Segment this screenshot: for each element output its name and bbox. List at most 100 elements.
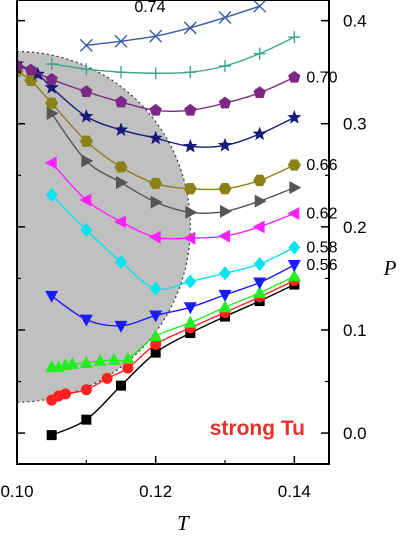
y-tick-label: 0.2 <box>343 218 367 237</box>
data-point <box>288 31 301 44</box>
series-0.62 <box>44 156 300 245</box>
data-point <box>45 187 58 202</box>
data-point <box>44 156 57 170</box>
series-label-0.74: 0.74 <box>134 0 165 16</box>
data-point <box>114 320 128 333</box>
data-point <box>46 430 57 441</box>
data-point <box>60 388 72 400</box>
data-point <box>44 80 59 94</box>
data-point <box>121 351 135 364</box>
data-point <box>65 356 79 369</box>
data-point <box>287 159 301 171</box>
data-point <box>254 194 267 208</box>
series-layer <box>17 0 302 441</box>
data-point <box>253 256 266 271</box>
data-point <box>114 34 128 48</box>
data-point <box>218 229 230 243</box>
y-tick-label: 0.4 <box>343 12 367 31</box>
series-line <box>86 5 260 47</box>
data-point <box>45 72 58 85</box>
data-point <box>101 372 113 384</box>
data-point <box>113 122 129 136</box>
series-0.66 <box>17 65 301 195</box>
data-point <box>24 63 38 76</box>
x-tick-label: 0.12 <box>139 482 172 501</box>
x-axis-title: T <box>177 511 190 535</box>
ticks-layer: 0.10 0.12 0.14 0.0 0.1 0.2 0.3 0.4 <box>0 12 366 501</box>
data-point <box>252 126 267 141</box>
series-label-0.58: 0.58 <box>306 239 337 256</box>
data-point <box>107 352 121 365</box>
data-point <box>184 274 197 289</box>
data-point <box>80 63 93 76</box>
series-label-0.66: 0.66 <box>306 157 337 174</box>
data-point <box>218 289 232 302</box>
data-point <box>80 85 93 98</box>
data-point <box>46 106 59 120</box>
series-plus <box>45 31 301 80</box>
series-0.70 <box>17 60 301 116</box>
data-point <box>149 310 163 323</box>
data-point <box>80 222 93 237</box>
data-point <box>115 66 127 79</box>
series-0.56 <box>45 260 301 333</box>
data-point <box>79 135 93 147</box>
data-point <box>17 60 24 73</box>
series-line <box>17 63 295 148</box>
data-point <box>45 97 59 109</box>
data-point <box>252 220 265 234</box>
data-point <box>149 67 162 80</box>
y-tick-label: 0.3 <box>343 115 367 134</box>
data-point <box>253 277 267 290</box>
data-point <box>184 103 197 116</box>
data-point <box>122 362 134 374</box>
data-point <box>287 260 301 272</box>
data-point <box>217 137 233 152</box>
series-0.74 <box>79 0 267 52</box>
data-point <box>81 414 92 425</box>
data-point <box>149 103 162 116</box>
data-point <box>253 86 266 99</box>
y-tick-label: 0.0 <box>343 424 367 443</box>
x-tick-label: 0.10 <box>0 482 33 501</box>
data-point <box>218 300 232 313</box>
data-point <box>219 59 231 72</box>
data-point <box>287 269 301 282</box>
data-point <box>148 130 163 145</box>
data-point <box>45 290 59 303</box>
series-line <box>17 66 295 112</box>
data-point <box>149 281 162 296</box>
plot-frame <box>16 0 330 465</box>
y-axis-title: P <box>383 256 397 280</box>
data-point <box>79 355 93 368</box>
data-point <box>253 47 266 60</box>
data-point <box>79 314 93 327</box>
data-point <box>79 193 92 207</box>
data-point <box>183 231 196 245</box>
data-point <box>149 177 163 190</box>
data-point <box>150 195 163 209</box>
data-point <box>287 206 300 220</box>
data-point <box>79 38 93 52</box>
data-point <box>79 109 94 123</box>
data-point <box>148 230 161 244</box>
data-point <box>218 183 232 195</box>
data-point <box>150 347 161 358</box>
y-tick-label: 0.1 <box>343 321 367 340</box>
data-point <box>218 96 232 109</box>
series-triangle-up <box>45 269 301 373</box>
series-label-0.56: 0.56 <box>306 257 337 274</box>
data-point <box>253 285 267 298</box>
data-point <box>114 161 128 173</box>
data-point <box>287 110 302 124</box>
data-point <box>183 183 197 195</box>
data-point <box>219 266 231 281</box>
data-point <box>149 329 163 342</box>
data-point <box>185 205 198 219</box>
data-point <box>81 154 94 168</box>
series-label-0.70: 0.70 <box>306 69 337 86</box>
data-point <box>114 95 128 108</box>
data-point <box>183 21 197 35</box>
series-labels: 0.74 0.70 0.66 0.62 0.580.56 <box>134 0 337 274</box>
